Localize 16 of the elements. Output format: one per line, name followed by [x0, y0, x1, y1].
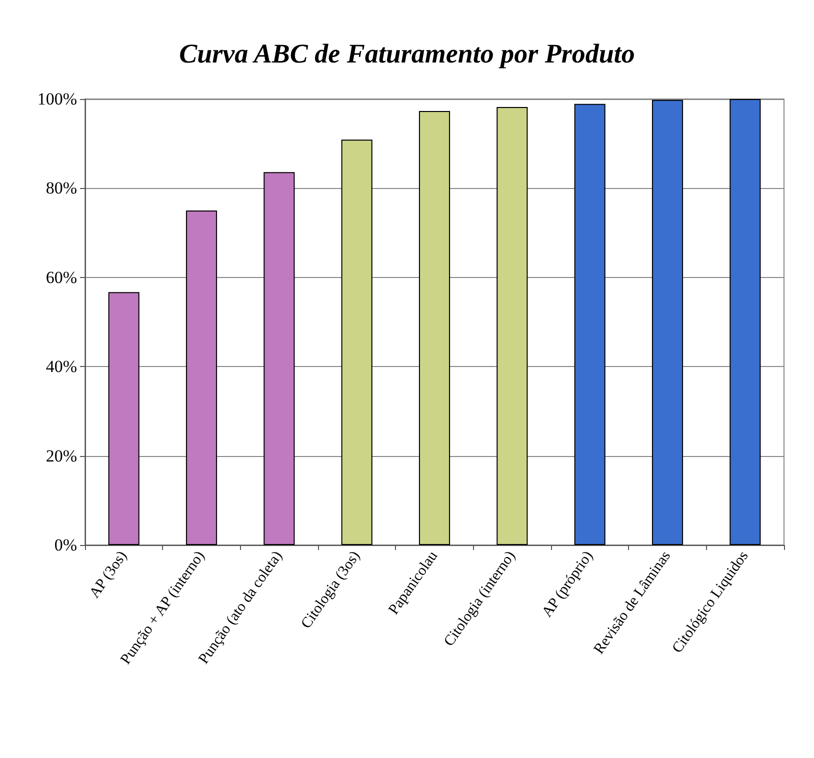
bar	[730, 99, 761, 545]
bar	[652, 100, 684, 545]
chart-title: Curva ABC de Faturamento por Produto	[179, 38, 635, 68]
y-tick-label: 20%	[46, 446, 77, 466]
y-tick-label: 100%	[37, 90, 77, 108]
bar	[186, 210, 218, 545]
y-tick-label: 0%	[54, 536, 77, 554]
bar	[341, 140, 372, 545]
bar	[496, 107, 528, 545]
bar	[108, 292, 140, 545]
bar	[574, 104, 606, 545]
bar	[418, 111, 450, 545]
y-tick-label: 60%	[46, 268, 77, 287]
y-tick-label: 40%	[46, 357, 77, 376]
bar	[264, 172, 295, 545]
y-tick-label: 80%	[46, 178, 77, 198]
